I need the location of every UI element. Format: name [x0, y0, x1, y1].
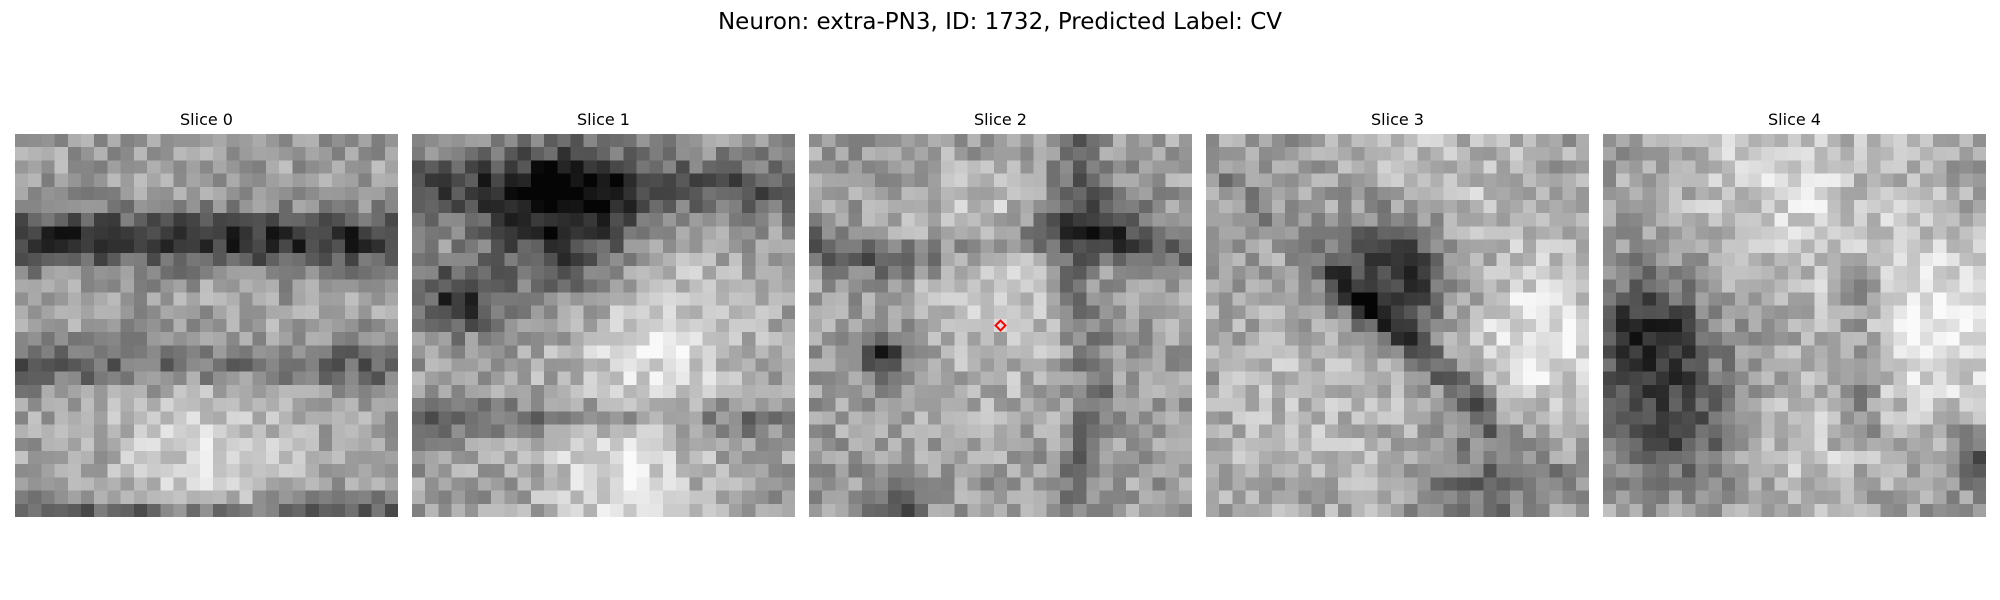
slice-panel-0: Slice 0 [15, 108, 398, 517]
slice-title: Slice 4 [1768, 110, 1821, 129]
slice-panel-2: Slice 2 [809, 108, 1192, 517]
slice-title: Slice 3 [1371, 110, 1424, 129]
slice-panel-1: Slice 1 [412, 108, 795, 517]
slice-panel-3: Slice 3 [1206, 108, 1589, 517]
slice-image [412, 134, 795, 517]
slice-title: Slice 2 [974, 110, 1027, 129]
slice-image [1206, 134, 1589, 517]
slice-title: Slice 0 [180, 110, 233, 129]
slice-image [15, 134, 398, 517]
slice-panel-4: Slice 4 [1603, 108, 1986, 517]
slice-image [809, 134, 1192, 517]
slice-image [1603, 134, 1986, 517]
slice-title: Slice 1 [577, 110, 630, 129]
figure-title: Neuron: extra-PN3, ID: 1732, Predicted L… [717, 9, 1283, 35]
